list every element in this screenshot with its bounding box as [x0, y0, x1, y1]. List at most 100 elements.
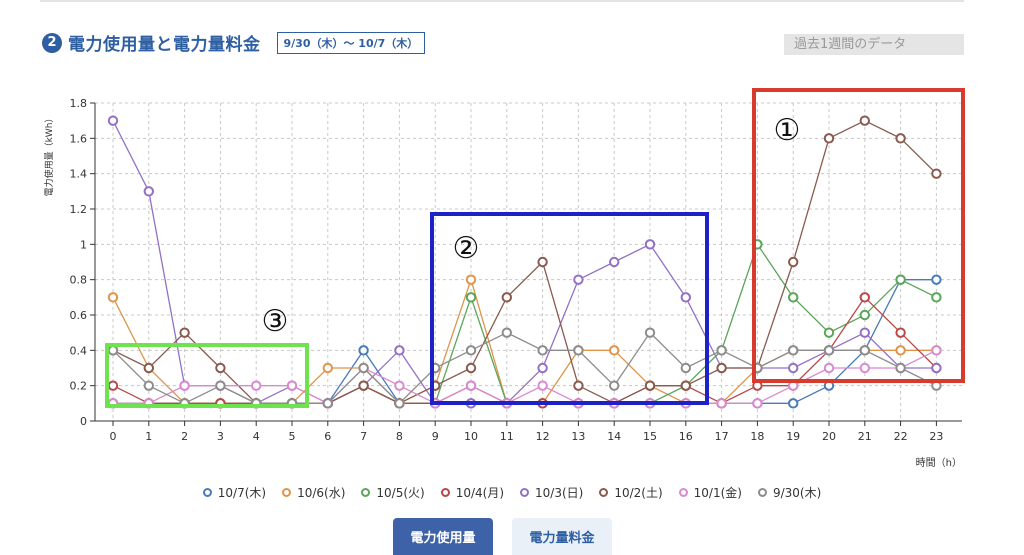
data-point	[573, 274, 584, 285]
data-point	[322, 362, 333, 374]
data-point	[644, 327, 656, 338]
chart-legend: 10/7(木) 10/6(水) 10/5(火) 10/4(月) 10/3(日) 10/2(…	[0, 484, 1024, 501]
series-line	[112, 119, 937, 405]
data-point	[286, 380, 298, 391]
legend-swatch	[440, 488, 450, 497]
x-tick-label: 20	[822, 430, 836, 443]
x-tick-label: 12	[536, 430, 550, 443]
legend-item[interactable]: 9/30(木)	[757, 484, 822, 501]
data-point	[501, 327, 512, 338]
y-tick-label: 1	[80, 238, 87, 251]
x-tick-label: 8	[396, 430, 403, 443]
legend-item[interactable]: 10/6(水)	[282, 484, 345, 501]
x-tick-label: 18	[750, 430, 764, 443]
data-point	[716, 362, 727, 374]
usage-tab-button[interactable]: 電力使用量	[393, 518, 493, 555]
y-tick-label: 0.6	[70, 309, 88, 322]
data-point	[394, 398, 405, 409]
data-point	[788, 362, 799, 374]
legend-swatch	[202, 488, 212, 497]
x-tick-label: 11	[500, 430, 514, 443]
series-line	[112, 120, 937, 405]
legend-item[interactable]: 10/3(日)	[520, 484, 583, 501]
data-point	[573, 345, 584, 356]
data-point	[609, 256, 620, 268]
data-point	[251, 380, 262, 391]
data-point	[107, 292, 119, 303]
data-point	[931, 362, 942, 374]
legend-item[interactable]: 10/2(土)	[599, 484, 663, 501]
data-point	[823, 133, 835, 144]
legend-label: 10/3(日)	[535, 486, 584, 500]
data-point	[143, 380, 155, 391]
data-point	[823, 362, 835, 374]
data-point	[788, 256, 799, 268]
y-tick-label: 1.4	[70, 168, 88, 181]
annotation-box-box1	[752, 88, 965, 383]
legend-swatch	[520, 488, 529, 497]
x-tick-label: 19	[786, 430, 800, 443]
data-point	[859, 362, 870, 374]
data-point	[465, 345, 477, 356]
legend-swatch	[361, 488, 371, 497]
data-point	[143, 362, 155, 374]
annotation-label-box3: ③	[262, 304, 289, 339]
data-point	[465, 380, 477, 391]
period-selector[interactable]: 過去1週間のデータ	[784, 34, 964, 55]
series-6	[107, 345, 942, 409]
data-point	[823, 345, 835, 356]
data-point	[859, 345, 870, 356]
data-point	[931, 292, 942, 303]
data-point	[179, 380, 190, 391]
data-point	[573, 380, 584, 391]
data-point	[716, 398, 727, 409]
data-point	[895, 345, 906, 356]
annotation-box-box2	[430, 212, 709, 405]
x-tick-label: 15	[643, 430, 657, 443]
data-point	[215, 380, 226, 391]
legend-label: 10/4(月)	[455, 486, 504, 500]
data-point	[179, 327, 190, 338]
y-tick-label: 1.6	[70, 132, 88, 145]
data-point	[609, 345, 620, 356]
legend-item[interactable]: 10/7(木)	[202, 484, 266, 501]
x-tick-label: 4	[253, 430, 260, 443]
legend-label: 9/30(木)	[772, 486, 822, 500]
legend-item[interactable]: 10/4(月)	[440, 484, 504, 501]
data-point	[716, 345, 727, 356]
data-point	[107, 345, 119, 356]
section-number-badge: 2	[42, 32, 62, 53]
data-point	[537, 362, 548, 374]
data-point	[609, 380, 620, 391]
data-point	[537, 345, 548, 356]
data-point	[752, 398, 763, 409]
legend-item[interactable]: 10/5(火)	[361, 484, 425, 501]
legend-item[interactable]: 10/1(金)	[678, 484, 742, 501]
x-tick-label: 3	[217, 430, 224, 443]
data-point	[859, 115, 870, 126]
data-point	[358, 345, 369, 356]
data-point	[358, 362, 369, 374]
y-axis-title: 電力使用量（kWh）	[43, 114, 55, 197]
data-point	[931, 274, 942, 285]
x-tick-label: 6	[324, 430, 331, 443]
x-tick-label: 13	[571, 430, 585, 443]
x-axis-title: 時間（h）	[916, 457, 962, 469]
data-point	[680, 362, 691, 374]
x-tick-label: 5	[289, 430, 296, 443]
data-point	[644, 380, 656, 391]
series-line	[112, 331, 937, 405]
data-point	[788, 345, 799, 356]
legend-swatch	[757, 488, 767, 497]
data-point	[788, 398, 799, 409]
data-point	[465, 362, 477, 374]
data-point	[859, 292, 870, 303]
data-point	[895, 274, 906, 285]
y-tick-label: 0.4	[70, 344, 88, 357]
data-point	[215, 362, 226, 374]
y-tick-label: 1.2	[70, 203, 88, 216]
data-point	[358, 380, 369, 391]
data-point	[143, 186, 155, 197]
fee-tab-button[interactable]: 電力量料金	[512, 518, 612, 555]
annotation-box-box3	[105, 343, 309, 408]
